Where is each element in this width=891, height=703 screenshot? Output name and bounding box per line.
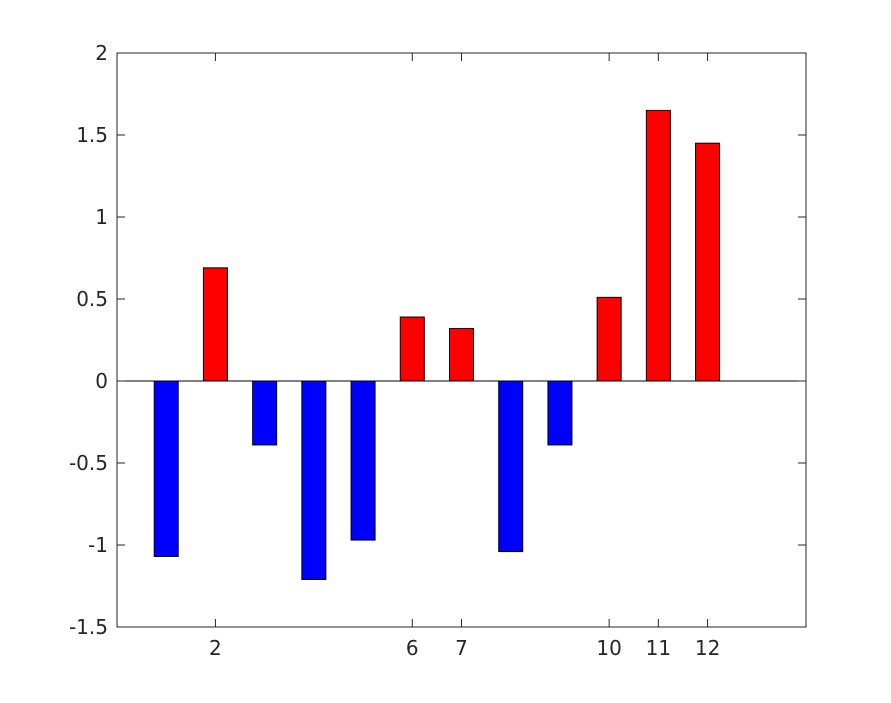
- bar-12: [695, 142, 721, 382]
- y-tick-label: 0: [95, 369, 108, 393]
- y-axis: -1.5 -1 -0.5 0 0.5 1 1.5 2: [69, 41, 806, 639]
- x-tick-label: 7: [455, 636, 468, 660]
- y-tick-label: 1: [95, 205, 108, 229]
- y-tick-label: 1.5: [76, 123, 108, 147]
- bar-10: [596, 296, 622, 382]
- x-axis: 2 6 7 10 11 12: [209, 53, 720, 660]
- bars-group: [153, 109, 721, 580]
- x-tick-label: 10: [596, 636, 621, 660]
- y-tick-label: 2: [95, 41, 108, 65]
- bar-11: [645, 109, 671, 382]
- bar-9: [547, 380, 573, 446]
- bar-1: [153, 380, 179, 557]
- bar-3: [252, 380, 278, 446]
- bar-5: [350, 380, 376, 541]
- bar-7: [449, 328, 474, 382]
- bar-2: [202, 267, 228, 382]
- x-tick-label: 2: [209, 636, 222, 660]
- bar-8: [498, 380, 524, 553]
- y-tick-label: 0.5: [76, 287, 108, 311]
- y-tick-label: -1.5: [69, 615, 108, 639]
- x-tick-label: 12: [695, 636, 720, 660]
- y-tick-label: -0.5: [69, 451, 108, 475]
- bar-4: [301, 380, 327, 580]
- bar-6: [399, 316, 425, 382]
- x-tick-label: 6: [406, 636, 419, 660]
- y-tick-label: -1: [88, 533, 108, 557]
- x-tick-label: 11: [646, 636, 671, 660]
